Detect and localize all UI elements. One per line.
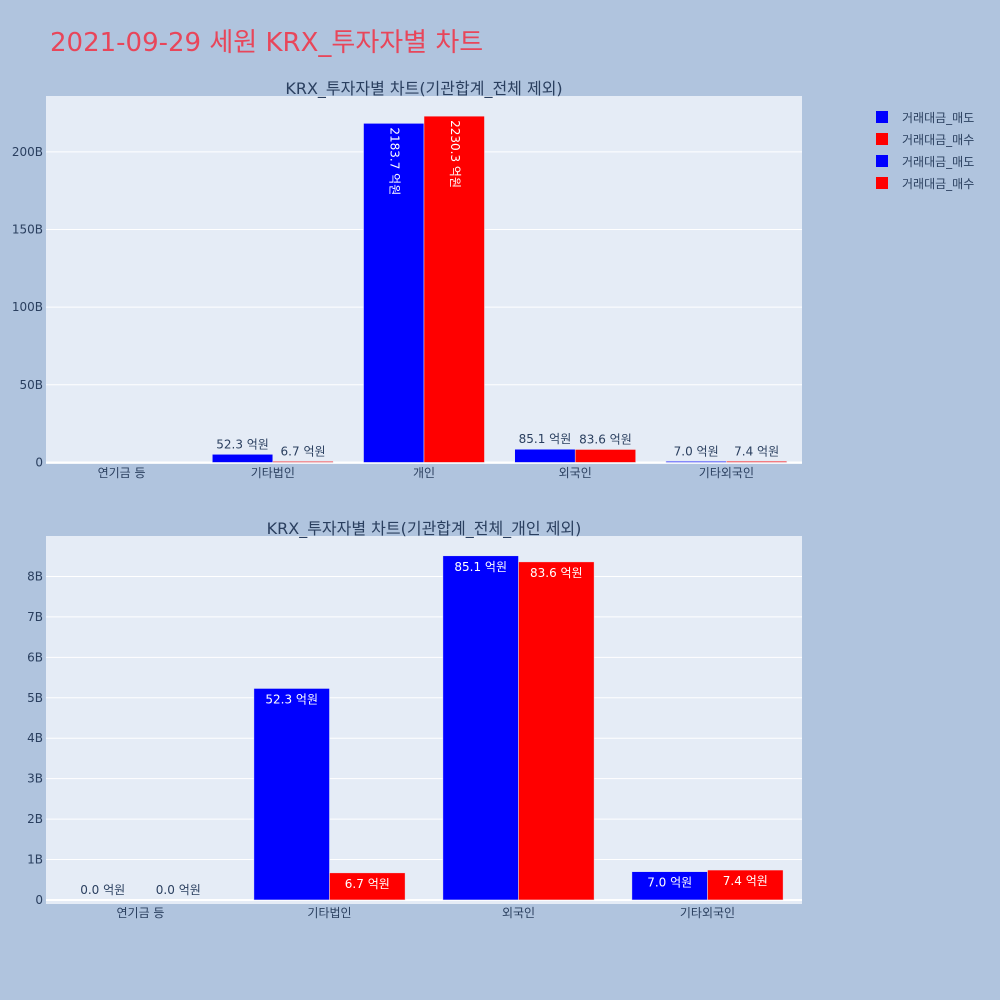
x-tick-label: 기타법인	[251, 466, 295, 480]
bar	[518, 561, 595, 901]
legend-swatch	[876, 177, 888, 189]
bar	[253, 688, 330, 901]
data-label: 7.0 억원	[647, 876, 692, 890]
data-label: 2183.7 억원	[387, 127, 401, 195]
legend-label: 거래대금_매도	[902, 110, 975, 125]
data-label: 83.6 억원	[579, 432, 632, 446]
data-label: 83.6 억원	[530, 566, 583, 580]
data-label: 2230.3 억원	[448, 120, 462, 188]
bar	[726, 461, 788, 463]
legend-item[interactable]: 거래대금_매도	[876, 150, 974, 172]
y-tick-label: 0	[35, 893, 43, 907]
bar	[514, 448, 576, 463]
legend-item[interactable]: 거래대금_매수	[876, 128, 974, 150]
bar	[329, 872, 406, 901]
bar	[363, 123, 425, 463]
bar	[272, 461, 334, 463]
legend-item[interactable]: 거래대금_매수	[876, 172, 974, 194]
legend-label: 거래대금_매도	[902, 154, 975, 169]
plot-background	[46, 536, 802, 904]
chart-title: KRX_투자자별 차트(기관합계_전체 제외)	[285, 79, 562, 99]
bar	[442, 555, 519, 901]
data-label: 0.0 억원	[156, 883, 201, 897]
chart-panel-1: 0 50B 100B 150B 200B KRX_투자자별 차트(기관합계_전체 제외) 연…	[12, 79, 802, 480]
bar	[574, 449, 636, 463]
data-label: 6.7 억원	[281, 444, 326, 458]
data-label: 52.3 억원	[216, 437, 269, 451]
x-tick-label: 기타외국인	[680, 906, 735, 920]
y-tick-label: 7B	[27, 610, 43, 624]
y-tick-label: 100B	[12, 300, 43, 314]
y-tick-label: 3B	[27, 772, 43, 786]
y-tick-label: 50B	[19, 378, 43, 392]
page-title: 2021-09-29 세원 KRX_투자자별 차트	[50, 28, 484, 58]
x-tick-label: 기타법인	[307, 906, 351, 920]
x-tick-label: 기타외국인	[699, 466, 754, 480]
x-tick-label: 연기금 등	[117, 906, 165, 920]
bar	[707, 869, 784, 901]
x-tick-label: 개인	[413, 466, 435, 480]
x-tick-label: 외국인	[502, 906, 535, 920]
y-tick-label: 150B	[12, 223, 43, 237]
data-label: 0.0 억원	[80, 883, 125, 897]
x-tick-label: 연기금 등	[98, 466, 146, 480]
x-tick-label: 외국인	[559, 466, 592, 480]
bar	[212, 454, 274, 463]
y-tick-label: 200B	[12, 145, 43, 159]
y-tick-label: 4B	[27, 731, 43, 745]
data-label: 7.0 억원	[674, 444, 719, 458]
data-label: 85.1 억원	[519, 432, 572, 446]
y-tick-label: 0	[35, 455, 43, 469]
data-label: 85.1 억원	[454, 560, 507, 574]
legend: 거래대금_매도 거래대금_매수 거래대금_매도 거래대금_매수	[876, 106, 974, 194]
chart-panel-2: 0 1B 2B 3B 4B 5B 6B 7B 8B KRX_투자자별 차트(기관합계_전체_개인 …	[27, 519, 802, 920]
data-label: 7.4 억원	[723, 874, 768, 888]
y-tick-label: 6B	[27, 650, 43, 664]
data-label: 52.3 억원	[265, 692, 318, 706]
y-tick-label: 2B	[27, 812, 43, 826]
bar	[665, 461, 727, 463]
legend-swatch	[876, 133, 888, 145]
data-label: 7.4 억원	[734, 444, 779, 458]
y-tick-label: 8B	[27, 569, 43, 583]
legend-label: 거래대금_매수	[902, 132, 975, 147]
legend-item[interactable]: 거래대금_매도	[876, 106, 974, 128]
y-tick-label: 1B	[27, 853, 43, 867]
data-label: 6.7 억원	[345, 877, 390, 891]
legend-swatch	[876, 111, 888, 123]
legend-swatch	[876, 155, 888, 167]
chart-title: KRX_투자자별 차트(기관합계_전체_개인 제외)	[267, 519, 582, 539]
y-tick-label: 5B	[27, 691, 43, 705]
bar	[423, 115, 485, 463]
legend-label: 거래대금_매수	[902, 176, 975, 191]
